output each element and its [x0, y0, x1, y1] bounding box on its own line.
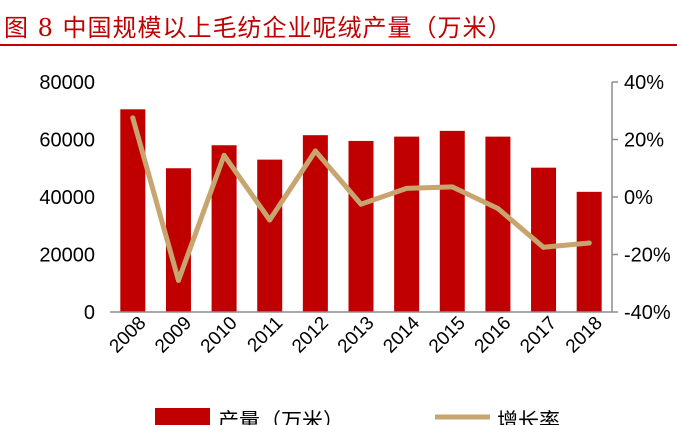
bar-2009	[165, 168, 191, 312]
x-tick-label: 2008	[106, 313, 151, 358]
x-tick-label: 2011	[244, 313, 288, 357]
bar-series	[120, 109, 602, 312]
line-series	[130, 115, 592, 283]
bar-2015	[439, 130, 465, 312]
legend-line-label: 增长率	[497, 409, 560, 425]
left-tick-label: 80000	[39, 72, 95, 94]
x-tick-label: 2012	[288, 313, 333, 358]
growth-point-2010	[221, 152, 227, 158]
left-tick-label: 0	[84, 302, 95, 324]
x-tick-label: 2017	[516, 313, 561, 358]
bar-2018	[576, 191, 602, 312]
bar-2016	[485, 136, 511, 312]
growth-point-2014	[404, 185, 410, 191]
right-tick-label: 20%	[624, 130, 664, 152]
growth-point-2015	[449, 184, 455, 190]
chart-title: 图 8 中国规模以上毛纺企业呢绒产量（万米）	[4, 14, 513, 42]
legend-bar-swatch	[155, 408, 210, 425]
right-tick-label: 0%	[624, 187, 653, 209]
title-rule	[0, 44, 677, 46]
bar-2011	[257, 159, 283, 312]
right-tick-label: 40%	[624, 72, 664, 94]
growth-point-2017	[541, 244, 547, 250]
left-tick-label: 40000	[39, 187, 95, 209]
growth-point-2016	[495, 206, 501, 211]
right-tick-label: -20%	[624, 245, 671, 267]
bar-2008	[120, 109, 146, 312]
x-tick-label: 2014	[379, 312, 424, 357]
x-tick-label: 2016	[471, 313, 516, 358]
bar-2014	[394, 136, 420, 312]
x-tick-label: 2010	[197, 313, 242, 358]
growth-point-2008	[130, 115, 136, 121]
bar-2013	[348, 140, 374, 312]
legend-bar-label: 产量（万米）	[218, 409, 344, 425]
growth-point-2013	[358, 201, 364, 207]
growth-point-2009	[175, 277, 181, 283]
x-tick-label: 2018	[562, 313, 607, 358]
x-tick-label: 2013	[334, 313, 379, 358]
x-tick-label: 2009	[151, 313, 196, 358]
axes	[110, 81, 618, 313]
growth-point-2018	[586, 240, 592, 246]
left-tick-label: 60000	[39, 130, 95, 152]
left-tick-label: 20000	[39, 245, 95, 267]
legend: 产量（万米） 增长率	[155, 408, 560, 425]
growth-point-2012	[312, 148, 318, 154]
right-tick-label: -40%	[624, 302, 671, 324]
x-tick-label: 2015	[425, 313, 470, 358]
growth-point-2011	[267, 217, 273, 223]
